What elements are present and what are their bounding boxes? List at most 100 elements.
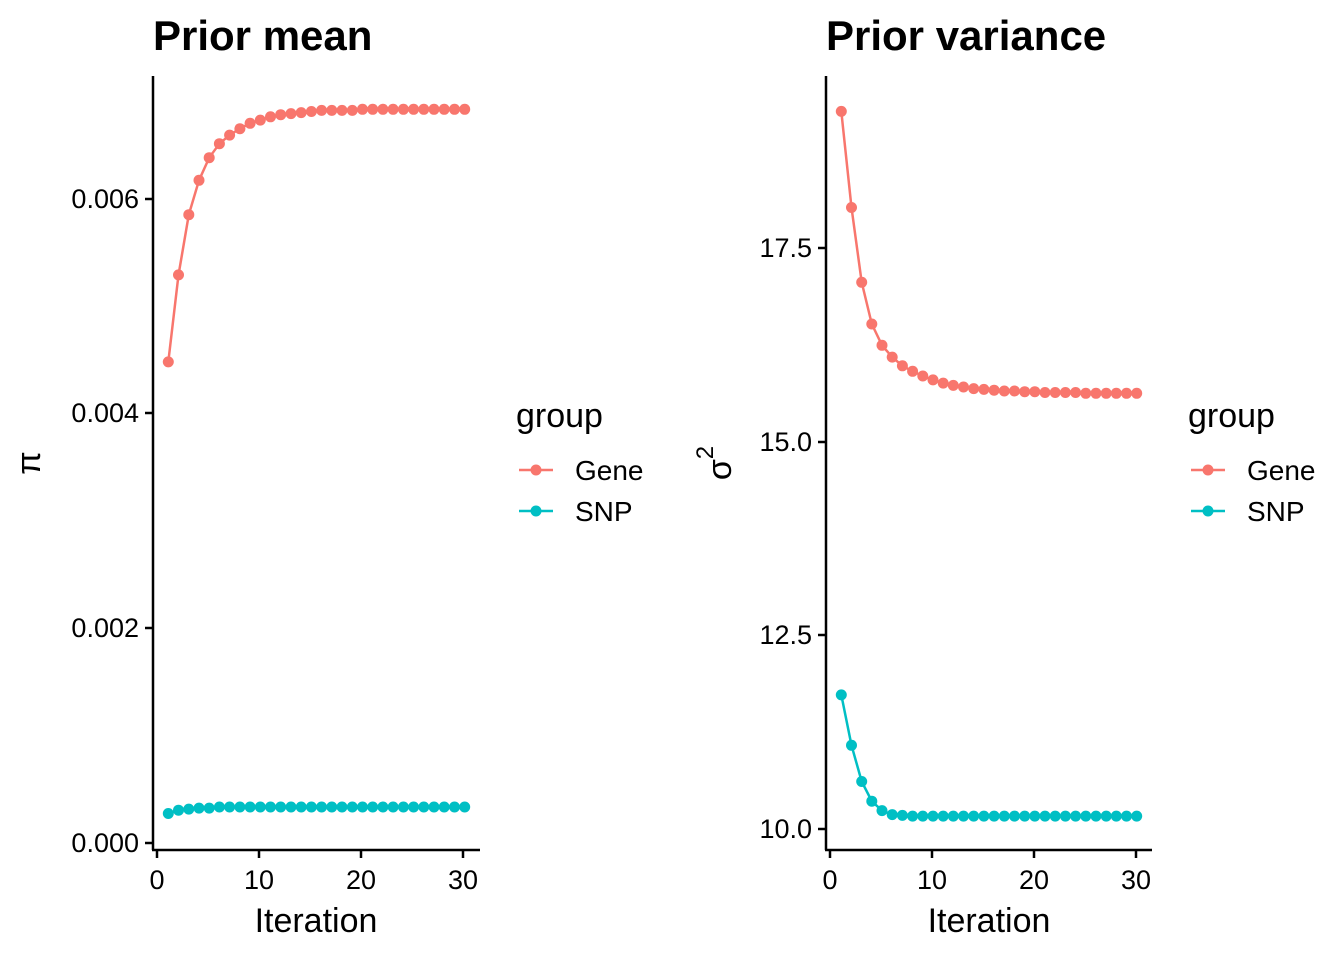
data-point-snp [234, 801, 246, 813]
data-point-snp [346, 801, 358, 813]
data-point-snp [947, 810, 959, 822]
data-point-snp [968, 810, 980, 822]
legend-label: SNP [575, 496, 633, 527]
data-point-snp [357, 801, 368, 813]
data-point-snp [866, 795, 878, 807]
legend-item-gene: Gene [519, 455, 644, 486]
data-point-gene [173, 269, 184, 281]
data-point-gene [244, 117, 256, 129]
data-point-gene [866, 318, 878, 330]
x-tick-label: 30 [1121, 865, 1151, 895]
data-point-gene [896, 360, 908, 372]
data-point-gene [234, 123, 246, 135]
data-point-snp [856, 776, 868, 787]
y-axis-title: σ2 [692, 446, 739, 480]
data-point-gene [265, 111, 276, 123]
y-axis-ticks: 0.000 0.002 0.004 0.006 [71, 184, 153, 858]
legend-label: Gene [1247, 455, 1316, 486]
data-point-gene [1059, 387, 1071, 398]
data-point-gene [856, 276, 868, 288]
data-point-gene [336, 104, 348, 116]
data-point-snp [958, 810, 969, 822]
data-point-gene [1110, 387, 1122, 399]
data-point-gene [1029, 386, 1041, 398]
data-point-snp [1070, 810, 1082, 822]
data-point-gene [988, 384, 1000, 396]
data-point-gene [1121, 387, 1132, 399]
data-point-gene [357, 103, 368, 115]
data-point-snp [1009, 810, 1020, 822]
x-tick-label: 0 [822, 865, 837, 895]
data-point-gene [1019, 386, 1031, 398]
data-point-snp [162, 808, 174, 819]
data-point-snp [876, 805, 888, 817]
data-point-snp [173, 804, 184, 816]
y-axis-title-superscript: 2 [692, 446, 719, 459]
series-line-snp [840, 694, 1137, 818]
data-point-snp [397, 801, 409, 813]
data-point-gene [397, 103, 409, 115]
data-point-gene [193, 174, 205, 186]
chart-title: Prior variance [826, 12, 1106, 59]
data-point-snp [1090, 810, 1102, 822]
data-point-snp [224, 801, 236, 813]
data-point-snp [896, 809, 908, 821]
data-point-gene [285, 108, 297, 120]
data-point-snp [336, 801, 348, 813]
y-axis-title: π [10, 451, 48, 474]
data-point-snp [316, 801, 328, 813]
data-point-gene [203, 152, 215, 164]
legend: group Gene SNP [1188, 397, 1316, 527]
data-point-snp [244, 801, 256, 813]
data-point-snp [275, 801, 287, 813]
data-point-gene [183, 209, 195, 221]
data-point-snp [1080, 810, 1092, 822]
data-point-gene [1131, 387, 1143, 399]
legend-title: group [516, 397, 603, 435]
data-point-snp [917, 810, 929, 822]
data-point-gene [162, 356, 174, 368]
data-point-snp [978, 810, 990, 822]
data-point-gene [305, 106, 317, 117]
data-point-gene [937, 377, 949, 389]
data-point-snp [1019, 810, 1031, 822]
y-axis-ticks: 10.0 12.5 15.0 17.5 [759, 233, 826, 844]
legend-item-gene: Gene [1191, 455, 1316, 486]
data-point-snp [428, 801, 440, 813]
data-point-gene [876, 339, 888, 351]
data-point-snp [1049, 810, 1061, 822]
x-tick-label: 10 [917, 865, 947, 895]
data-point-snp [265, 801, 276, 813]
data-point-gene [213, 138, 225, 150]
data-point-gene [367, 103, 379, 115]
data-point-gene [998, 385, 1010, 397]
data-point-snp [1100, 810, 1112, 822]
data-point-snp [846, 739, 857, 751]
data-point-snp [1110, 810, 1122, 822]
data-point-gene [947, 379, 959, 391]
data-point-gene [917, 370, 929, 382]
data-point-gene [316, 104, 328, 116]
data-point-snp [367, 801, 379, 813]
data-point-gene [438, 103, 450, 115]
legend-item-snp: SNP [1191, 496, 1305, 527]
x-tick-label: 10 [244, 865, 274, 895]
x-tick-label: 30 [448, 865, 478, 895]
data-point-gene [1049, 387, 1061, 398]
data-point-snp [408, 801, 420, 813]
data-point-gene [1100, 387, 1112, 399]
y-tick-label: 15.0 [759, 427, 812, 457]
data-point-snp [203, 802, 215, 814]
legend-key-point [530, 505, 542, 517]
legend-label: SNP [1247, 496, 1305, 527]
x-tick-label: 20 [1019, 865, 1049, 895]
legend-key-point [530, 464, 542, 476]
data-point-snp [1059, 810, 1071, 822]
data-point-snp [886, 809, 898, 821]
y-tick-label: 0.000 [71, 828, 139, 858]
panel-prior-mean: Prior mean π Iteration 0.000 0.002 0.004… [10, 12, 644, 940]
data-point-gene [449, 103, 460, 115]
x-tick-label: 20 [346, 865, 376, 895]
data-point-gene [326, 104, 338, 116]
